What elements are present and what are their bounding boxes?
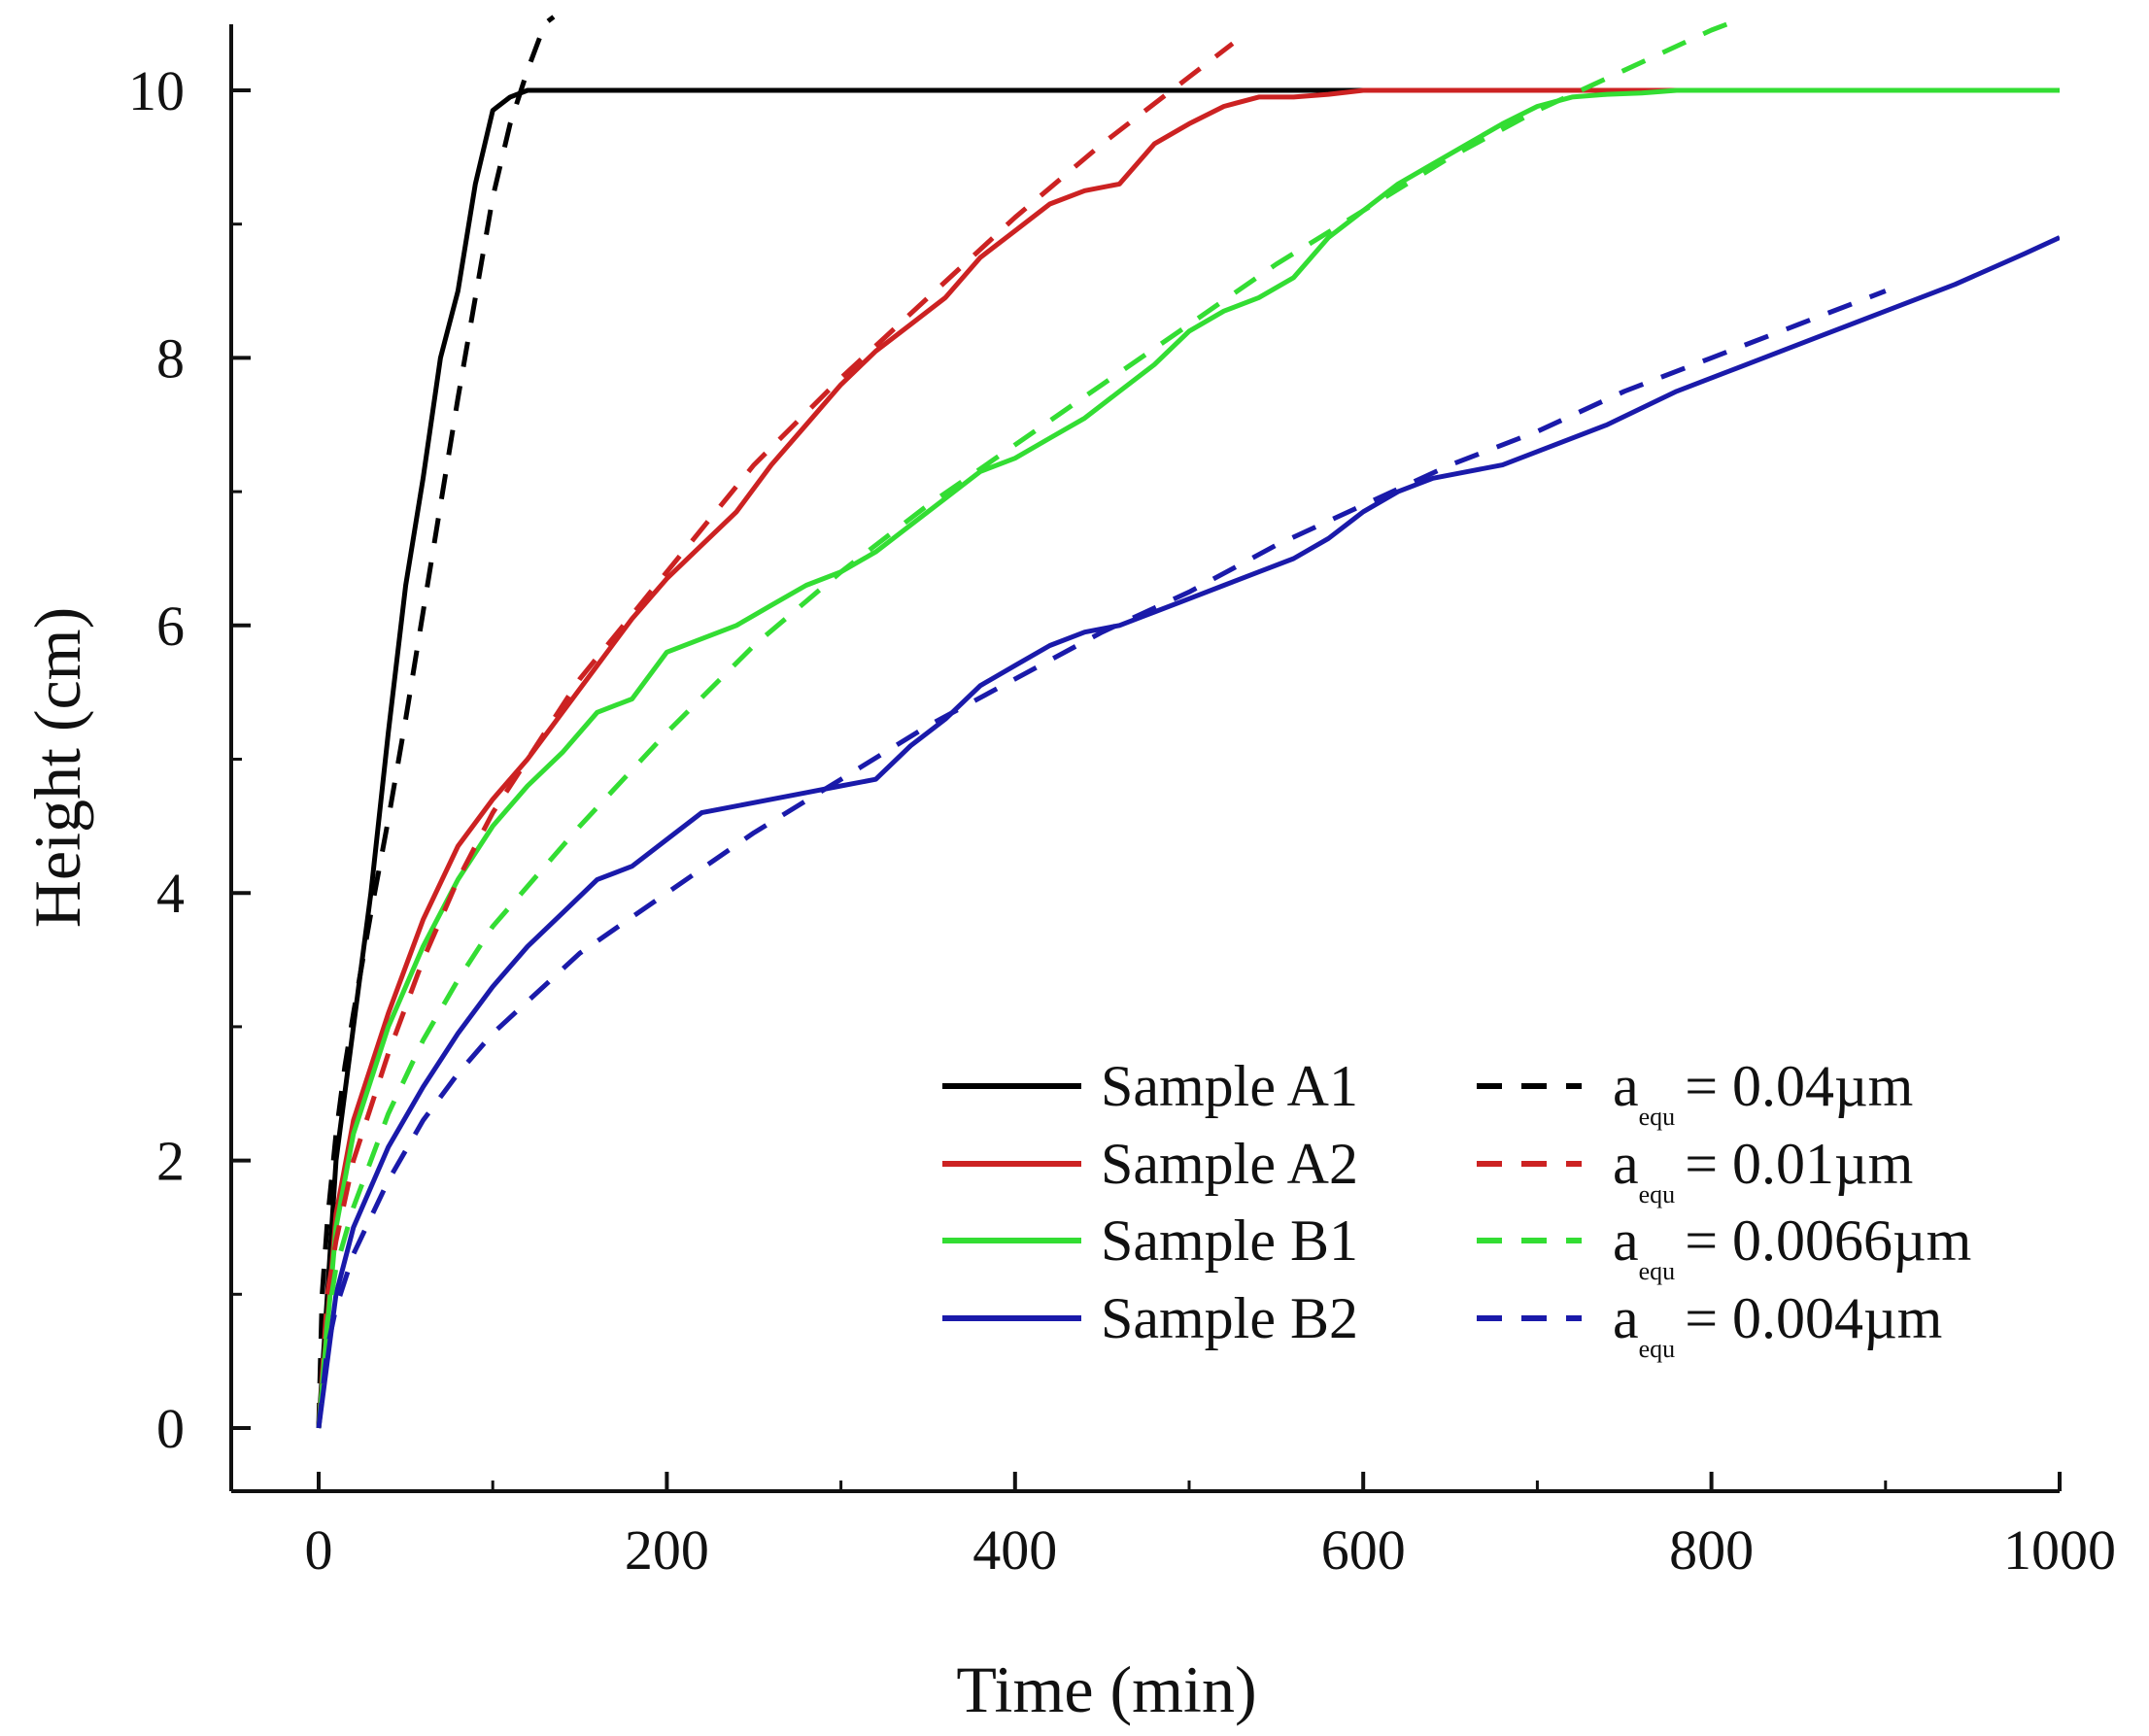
legend-label-8: aequ = 0.004µm bbox=[1613, 1286, 1942, 1363]
x-tick-label-1: 200 bbox=[625, 1518, 709, 1582]
series-line-8 bbox=[316, 289, 1887, 1429]
x-axis-title: Time (min) bbox=[956, 1652, 1256, 1726]
x-tick-label-4: 800 bbox=[1669, 1518, 1754, 1582]
series-line-7 bbox=[316, 20, 1730, 1429]
x-tick-label-5: 1000 bbox=[2003, 1518, 2116, 1582]
series-line-1 bbox=[316, 87, 2060, 1429]
legend-label-5: aequ = 0.04µm bbox=[1613, 1054, 1913, 1131]
series-line-6 bbox=[316, 41, 1235, 1429]
series-line-5 bbox=[316, 15, 556, 1429]
y-tick-label-0: 0 bbox=[156, 1397, 185, 1460]
y-axis-title: Height (cm) bbox=[20, 607, 94, 928]
x-tick-label-3: 600 bbox=[1321, 1518, 1406, 1582]
x-tick-label-0: 0 bbox=[305, 1518, 333, 1582]
legend: Sample A1 Sample A2 Sample B1 Sample B2 aequ… bbox=[942, 1054, 1971, 1363]
series-line-3 bbox=[316, 87, 2060, 1429]
series-line-4 bbox=[316, 235, 2060, 1429]
legend-label-4: Sample B2 bbox=[1101, 1286, 1358, 1350]
y-tick-label-2: 4 bbox=[156, 862, 185, 925]
x-tick-label-2: 400 bbox=[972, 1518, 1057, 1582]
series-line-2 bbox=[316, 87, 2060, 1429]
legend-label-6: aequ = 0.01µm bbox=[1613, 1132, 1913, 1208]
y-tick-label-4: 8 bbox=[156, 326, 185, 390]
ticks-layer: 0 200 400 600 800 1000 0 2 4 6 8 10 bbox=[128, 59, 2116, 1582]
series-layer bbox=[316, 15, 2060, 1429]
legend-label-1: Sample A1 bbox=[1101, 1054, 1358, 1118]
legend-label-3: Sample B1 bbox=[1101, 1208, 1358, 1273]
y-tick-label-1: 2 bbox=[156, 1130, 185, 1193]
y-tick-label-5: 10 bbox=[128, 59, 185, 122]
y-tick-label-3: 6 bbox=[156, 595, 185, 658]
legend-label-2: Sample A2 bbox=[1101, 1132, 1358, 1196]
legend-label-7: aequ = 0.0066µm bbox=[1613, 1208, 1971, 1285]
